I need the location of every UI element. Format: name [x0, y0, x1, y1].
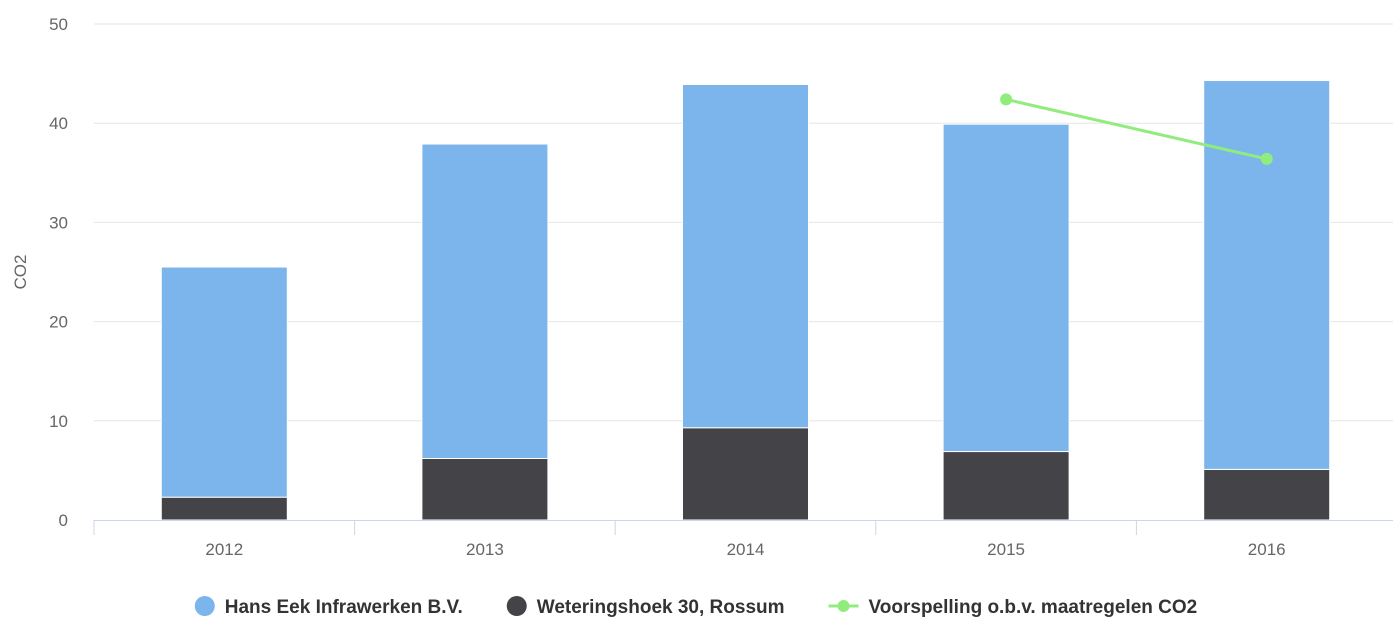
bar — [1203, 80, 1331, 470]
legend-label: Weteringshoek 30, Rossum — [537, 597, 785, 618]
x-axis: 2012 2013 2014 2015 2016 — [93, 520, 1393, 559]
legend-item: Voorspelling o.b.v. maatregelen CO2 — [828, 597, 1198, 618]
bar — [942, 123, 1070, 453]
x-tick-label: 2015 — [987, 540, 1025, 559]
forecast-line — [1000, 93, 1273, 165]
legend-label: Hans Eek Infrawerken B.V. — [225, 597, 463, 618]
legend-item: Weteringshoek 30, Rossum — [506, 596, 785, 618]
y-tick-label: 0 — [59, 511, 68, 530]
forecast-point — [1260, 152, 1273, 165]
bar — [942, 451, 1070, 521]
x-tick-label: 2013 — [466, 540, 504, 559]
legend-item: Hans Eek Infrawerken B.V. — [194, 596, 463, 618]
legend-point-marker — [837, 600, 850, 612]
y-tick-label: 50 — [49, 15, 68, 34]
y-axis-title: CO2 — [11, 255, 30, 290]
bar — [682, 427, 809, 521]
x-tick-label: 2016 — [1248, 540, 1286, 559]
bar — [421, 143, 549, 459]
y-tick-label: 30 — [49, 213, 68, 232]
bar — [421, 457, 549, 521]
legend-circle-marker — [194, 596, 215, 616]
y-axis-ticks: 0 10 20 30 40 50 — [49, 15, 68, 530]
forecast-point — [1000, 93, 1013, 106]
legend-circle-marker — [506, 596, 527, 616]
bar — [1203, 468, 1331, 521]
legend-label: Voorspelling o.b.v. maatregelen CO2 — [869, 597, 1198, 618]
bar — [682, 84, 809, 429]
bar — [160, 496, 288, 521]
forecast-line-path — [1005, 97, 1268, 161]
y-tick-label: 10 — [49, 412, 68, 431]
bar — [160, 266, 288, 498]
x-tick-label: 2014 — [727, 540, 765, 559]
y-tick-label: 40 — [49, 114, 68, 133]
legend: Hans Eek Infrawerken B.V. Weteringshoek 3… — [194, 596, 1198, 618]
bars — [160, 80, 1331, 521]
y-tick-label: 20 — [49, 313, 68, 332]
x-tick-label: 2012 — [205, 540, 243, 559]
